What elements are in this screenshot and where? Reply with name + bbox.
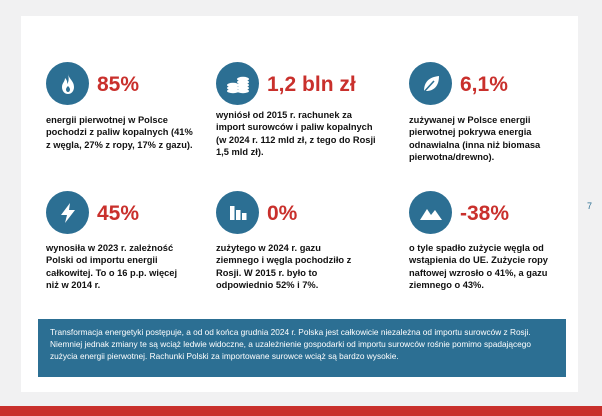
mountain-icon xyxy=(409,191,452,234)
stat-value: 1,2 bln zł xyxy=(267,73,356,96)
stat-description: o tyle spadło zużycie węgla od wstąpieni… xyxy=(409,243,548,290)
summary-box: Transformacja energetyki postępuje, a od… xyxy=(38,319,566,377)
stat-description: wyniósł od 2015 r. rachunek za import su… xyxy=(216,110,376,157)
stat-description: wynosiła w 2023 r. zależność Polski od i… xyxy=(46,243,178,290)
stat-description: zużywanej w Polsce energii pierwotnej po… xyxy=(409,115,541,162)
stat-value: 6,1% xyxy=(460,73,508,96)
stat-value: -38% xyxy=(460,202,510,225)
stat-value: 85% xyxy=(97,73,140,96)
leaf-icon xyxy=(409,62,452,105)
stat-description: zużytego w 2024 r. gazu ziemnego i węgla… xyxy=(216,243,352,290)
stat-value: 0% xyxy=(267,202,298,225)
stat-value: 45% xyxy=(97,202,140,225)
stat-description: energii pierwotnej w Polsce pochodzi z p… xyxy=(46,115,193,150)
flame-icon xyxy=(46,62,89,105)
coins-icon xyxy=(216,62,259,105)
bar-chart-icon xyxy=(216,191,259,234)
page-number: 7 xyxy=(587,201,593,211)
lightning-icon xyxy=(46,191,89,234)
bottom-accent-bar xyxy=(0,406,602,416)
